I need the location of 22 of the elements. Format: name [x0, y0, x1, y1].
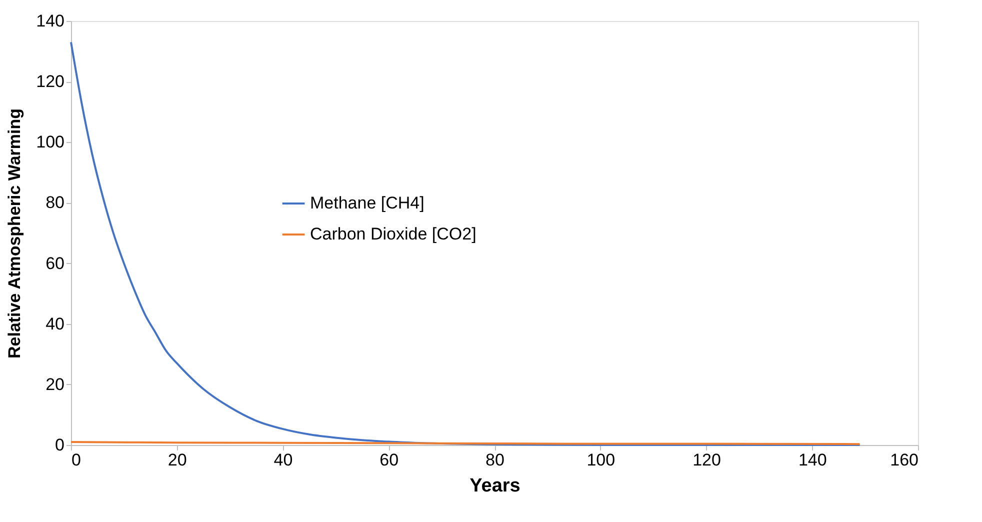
y-tick-label: 60 — [46, 254, 64, 273]
x-tick-label: 80 — [486, 450, 504, 470]
x-tick-label: 140 — [798, 450, 827, 470]
y-tick-label: 120 — [36, 72, 64, 92]
y-tick-label: 40 — [46, 314, 64, 334]
x-tick-label: 160 — [890, 450, 918, 470]
x-tick-label: 60 — [380, 450, 399, 470]
x-tick-label: 0 — [72, 450, 81, 470]
x-tick-label: 100 — [586, 450, 616, 470]
y-tick-label: 80 — [46, 193, 64, 212]
legend-label: Methane [CH4] — [310, 194, 424, 212]
y-tick-label: 140 — [36, 12, 64, 30]
y-tick-label: 20 — [46, 374, 64, 394]
line-series — [70, 41, 861, 446]
x-tick-label: 40 — [274, 450, 293, 470]
y-axis-title: Relative Atmospheric Warming — [5, 108, 24, 359]
y-tick-label: 0 — [55, 436, 64, 454]
legend-label: Carbon Dioxide [CO2] — [310, 224, 476, 244]
x-tick-label: 20 — [168, 450, 187, 470]
y-tick-label: 100 — [36, 132, 64, 152]
x-axis-title: Years — [470, 476, 520, 496]
x-tick-label: 120 — [692, 450, 721, 470]
